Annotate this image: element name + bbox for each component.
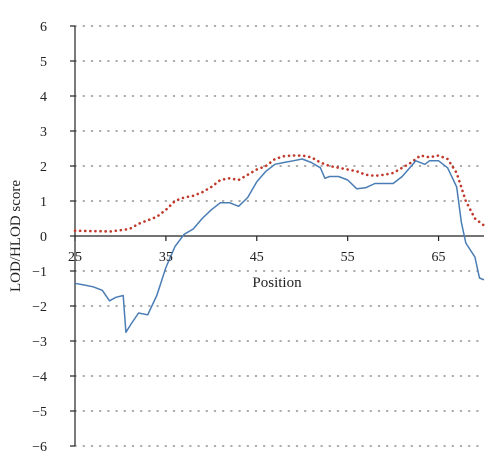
x-tick-label: 35 <box>159 250 173 265</box>
y-tick-label: −5 <box>32 405 47 420</box>
y-tick-label: 0 <box>40 230 47 245</box>
y-tick-label: −3 <box>32 335 47 350</box>
series-layer <box>73 154 486 334</box>
grid-layer <box>74 25 485 447</box>
y-tick-label: 5 <box>40 55 47 70</box>
y-tick-label: −2 <box>32 300 47 315</box>
series-line-lod-solid <box>74 158 485 334</box>
x-tick-label: 55 <box>341 250 355 265</box>
series-line-hlod-dotted <box>73 154 486 233</box>
x-tick-label: 65 <box>432 250 446 265</box>
y-tick-label: 6 <box>40 20 47 35</box>
y-tick-label: 4 <box>40 90 47 105</box>
x-axis-title: Position <box>252 275 302 291</box>
y-axis-title: LOD/HLOD score <box>8 180 24 292</box>
y-tick-label: −4 <box>32 370 47 385</box>
y-tick-label: 3 <box>40 125 47 140</box>
y-tick-label: 1 <box>40 195 47 210</box>
y-tick-label: −6 <box>32 440 47 455</box>
x-tick-label: 45 <box>250 250 264 265</box>
x-tick-label: 25 <box>68 250 82 265</box>
axis-layer <box>70 25 484 447</box>
y-tick-label: 2 <box>40 160 47 175</box>
y-tick-label: −1 <box>32 265 47 280</box>
